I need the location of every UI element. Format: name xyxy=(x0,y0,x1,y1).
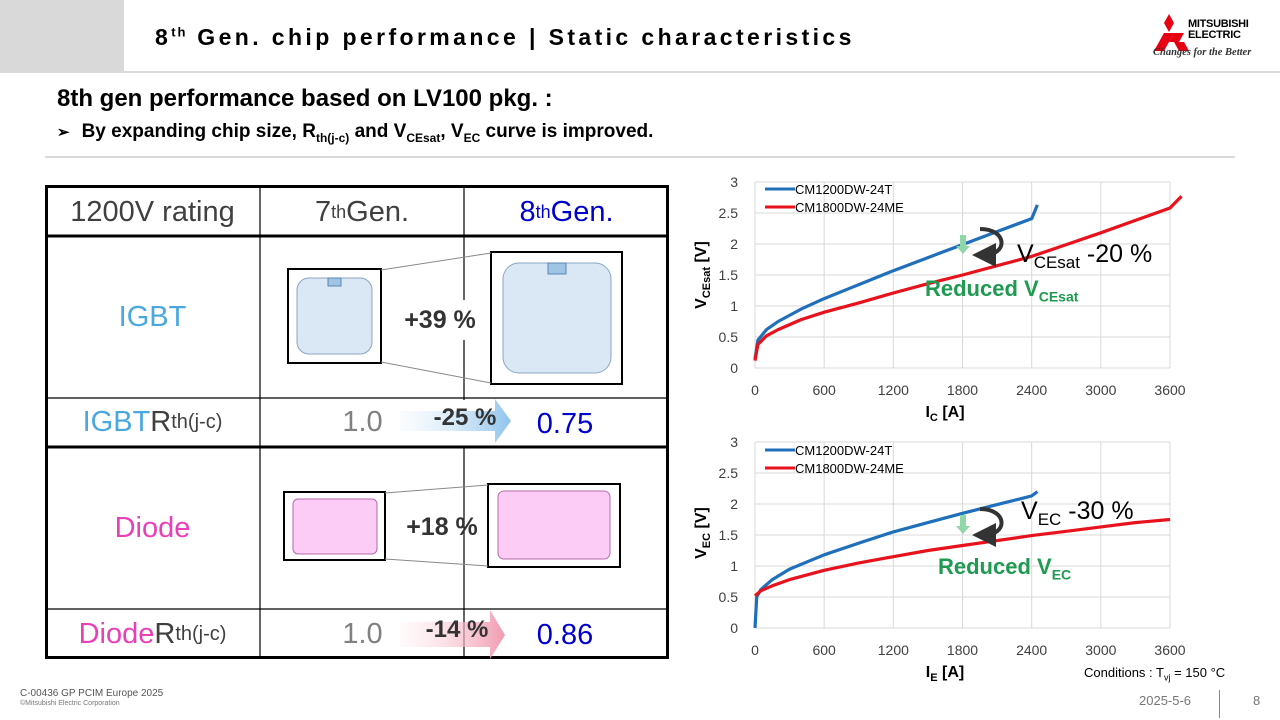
y-tick-label: 1.5 xyxy=(719,267,739,283)
bullet-point: ➢ By expanding chip size, Rth(j-c) and VC… xyxy=(57,121,654,145)
logo-tagline: Changes for the Better xyxy=(1153,47,1252,58)
x-tick-label: 1800 xyxy=(947,382,978,398)
legend-label: CM1800DW-24ME xyxy=(795,461,904,476)
content-divider xyxy=(45,156,1235,158)
page-number: 8 xyxy=(1253,693,1261,708)
slide-date: 2025-5-6 xyxy=(1139,693,1192,708)
diode-size-increase: +18 % xyxy=(406,512,478,541)
diode-rth-change: -14 % xyxy=(425,616,489,643)
x-tick-label: 1200 xyxy=(878,382,909,398)
y-tick-label: 0.5 xyxy=(719,329,739,345)
series-line-CM1800DW-24ME xyxy=(753,195,1183,361)
reduction-down-arrow-icon xyxy=(956,515,970,534)
vcesat-chart: 0 0.5 1 1.5 2 2.5 3 0 600 1200 1800 2400 3000 3600 CM1… xyxy=(693,174,1186,424)
y-tick-label: 1 xyxy=(730,558,738,574)
diode-rth-gen8: 0.86 xyxy=(536,618,594,651)
x-tick-label: 3000 xyxy=(1085,642,1116,658)
igbt-rth-gen8: 0.75 xyxy=(536,407,594,440)
diode-label: Diode xyxy=(114,511,191,544)
y-tick-label: 1 xyxy=(730,298,738,314)
y-tick-label: 2.5 xyxy=(719,205,739,221)
bullet-arrow-icon: ➢ xyxy=(57,124,70,141)
x-axis-label: IC [A] xyxy=(925,404,964,424)
test-conditions: Conditions : Tvj = 150 °C xyxy=(1084,665,1226,683)
logo-company-name: MITSUBISHI ELECTRIC xyxy=(1188,18,1249,41)
series-line-CM1800DW-24ME xyxy=(753,517,1171,598)
vec-reduced-label: Reduced VEC xyxy=(938,554,1072,583)
diode-reduction-arrow-icon xyxy=(400,610,505,659)
x-tick-label: 2400 xyxy=(1016,642,1047,658)
x-tick-label: 3600 xyxy=(1154,382,1185,398)
igbt-size-increase: +39 % xyxy=(395,300,485,340)
igbt-chip-diagram xyxy=(287,251,623,385)
x-tick-label: 3000 xyxy=(1085,382,1116,398)
y-tick-label: 0 xyxy=(730,620,738,636)
x-tick-label: 0 xyxy=(751,382,759,398)
legend-label: CM1800DW-24ME xyxy=(795,200,904,215)
igbt-rth-gen7: 1.0 xyxy=(342,406,383,438)
y-tick-label: 0 xyxy=(730,360,738,376)
x-tick-label: 1200 xyxy=(878,642,909,658)
vec-chart: 0 0.5 1 1.5 2 2.5 3 0 600 1200 1800 2400 3000 3600 CM1… xyxy=(693,434,1186,684)
y-tick-label: 3 xyxy=(730,434,738,450)
y-axis-label: VCEsat [V] xyxy=(693,241,713,309)
y-tick-label: 3 xyxy=(730,174,738,190)
y-tick-label: 2.5 xyxy=(719,465,739,481)
legend-label: CM1200DW-24T xyxy=(795,443,892,458)
igbt-label: IGBT xyxy=(118,300,187,333)
y-tick-label: 1.5 xyxy=(719,527,739,543)
curved-arrow-icon xyxy=(972,507,1004,547)
y-tick-label: 2 xyxy=(730,236,738,252)
header-rating: 1200V rating xyxy=(70,195,235,228)
y-axis-label: VEC [V] xyxy=(693,507,713,559)
igbt-reduction-arrow-icon xyxy=(400,399,511,443)
legend-label: CM1200DW-24T xyxy=(795,182,892,197)
y-tick-label: 0.5 xyxy=(719,589,739,605)
x-tick-label: 1800 xyxy=(947,642,978,658)
footer-divider xyxy=(1219,690,1220,718)
copyright: ©Mitsubishi Electric Corporation xyxy=(20,700,120,707)
table-grid xyxy=(45,185,669,659)
header-gray-block xyxy=(0,0,124,72)
curved-arrow-icon xyxy=(972,227,1004,267)
x-tick-label: 3600 xyxy=(1154,642,1185,658)
header-divider xyxy=(0,71,1280,73)
document-id: C-00436 GP PCIM Europe 2025 xyxy=(20,688,164,699)
x-tick-label: 2400 xyxy=(1016,382,1047,398)
diode-rth-gen7: 1.0 xyxy=(342,617,383,650)
vcesat-reduced-label: Reduced VCEsat xyxy=(925,276,1079,305)
igbt-rth-change: -25 % xyxy=(433,404,497,431)
vec-change-label: VEC -30 % xyxy=(1021,497,1134,529)
reduction-down-arrow-icon xyxy=(956,235,970,254)
x-tick-label: 600 xyxy=(812,382,836,398)
x-tick-label: 600 xyxy=(812,642,836,658)
x-tick-label: 0 xyxy=(751,642,759,658)
y-tick-label: 2 xyxy=(730,496,738,512)
x-axis-label: IE [A] xyxy=(926,664,964,684)
vcesat-change-label: VCEsat -20 % xyxy=(1017,240,1153,272)
mitsubishi-logo-icon xyxy=(1154,14,1189,51)
diode-chip-diagram xyxy=(283,483,621,568)
section-heading: 8th gen performance based on LV100 pkg. … xyxy=(57,85,553,112)
slide-title: 8th Gen. chip performance | Static chara… xyxy=(155,24,855,50)
